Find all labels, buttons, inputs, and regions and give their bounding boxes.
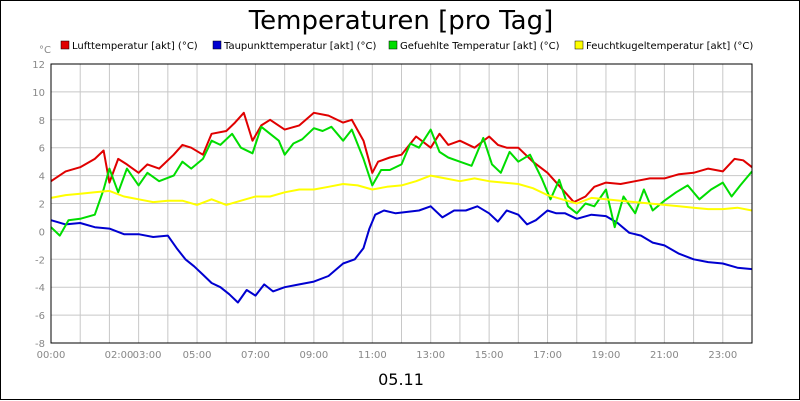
legend-label: Taupunkttemperatur [akt] (°C) bbox=[223, 41, 376, 52]
legend-swatch bbox=[574, 40, 584, 50]
series-line-3 bbox=[50, 125, 753, 237]
y-tick-label: 8 bbox=[39, 116, 45, 127]
legend-label: Feuchtkugeltemperatur [akt] (°C) bbox=[586, 41, 753, 52]
legend: Lufttemperatur [akt] (°C) Taupunkttempera… bbox=[60, 40, 753, 52]
legend-swatch bbox=[212, 40, 222, 50]
legend-swatch bbox=[60, 40, 70, 50]
x-tick-label: 15:00 bbox=[475, 350, 504, 361]
y-tick-label: -4 bbox=[35, 283, 45, 294]
y-tick-label: 2 bbox=[39, 200, 45, 211]
series-line-4 bbox=[50, 174, 753, 212]
y-tick-label: 4 bbox=[39, 172, 45, 183]
y-tick-label: -8 bbox=[35, 339, 45, 350]
legend-swatch bbox=[388, 40, 398, 50]
x-tick-label: 03:00 bbox=[133, 350, 162, 361]
x-tick-label: 21:00 bbox=[650, 350, 679, 361]
plot-border bbox=[50, 63, 753, 344]
series-group bbox=[50, 111, 753, 304]
y-tick-label: -6 bbox=[35, 311, 45, 322]
x-tick-label: 02:00 bbox=[105, 350, 134, 361]
x-tick-label: 11:00 bbox=[358, 350, 387, 361]
y-tick-label: -2 bbox=[35, 255, 45, 266]
x-tick-label: 00:00 bbox=[37, 350, 66, 361]
x-tick-label: 19:00 bbox=[592, 350, 621, 361]
y-tick-label: 10 bbox=[32, 88, 45, 99]
series-line-1 bbox=[50, 111, 753, 204]
y-axis-unit: °C bbox=[39, 45, 51, 56]
x-axis-ticks: 00:00 02:00 03:00 05:00 07:00 09:00 11:00 13:00… bbox=[37, 350, 738, 361]
date-label: 05.11 bbox=[378, 370, 424, 389]
y-tick-label: 6 bbox=[39, 144, 45, 155]
chart-title: Temperaturen [pro Tag] bbox=[248, 6, 554, 36]
legend-label: Lufttemperatur [akt] (°C) bbox=[72, 41, 198, 52]
legend-label: Gefuehlte Temperatur [akt] (°C) bbox=[400, 41, 560, 52]
y-tick-label: 12 bbox=[32, 60, 45, 71]
y-tick-label: 0 bbox=[39, 227, 45, 238]
x-tick-label: 13:00 bbox=[416, 350, 445, 361]
y-axis-ticks: 12 10 8 6 4 2 0 -2 -4 -6 -8 bbox=[32, 60, 45, 350]
x-tick-label: 09:00 bbox=[299, 350, 328, 361]
x-tick-label: 23:00 bbox=[708, 350, 737, 361]
x-tick-label: 07:00 bbox=[241, 350, 270, 361]
x-tick-label: 17:00 bbox=[533, 350, 562, 361]
x-tick-label: 05:00 bbox=[183, 350, 212, 361]
